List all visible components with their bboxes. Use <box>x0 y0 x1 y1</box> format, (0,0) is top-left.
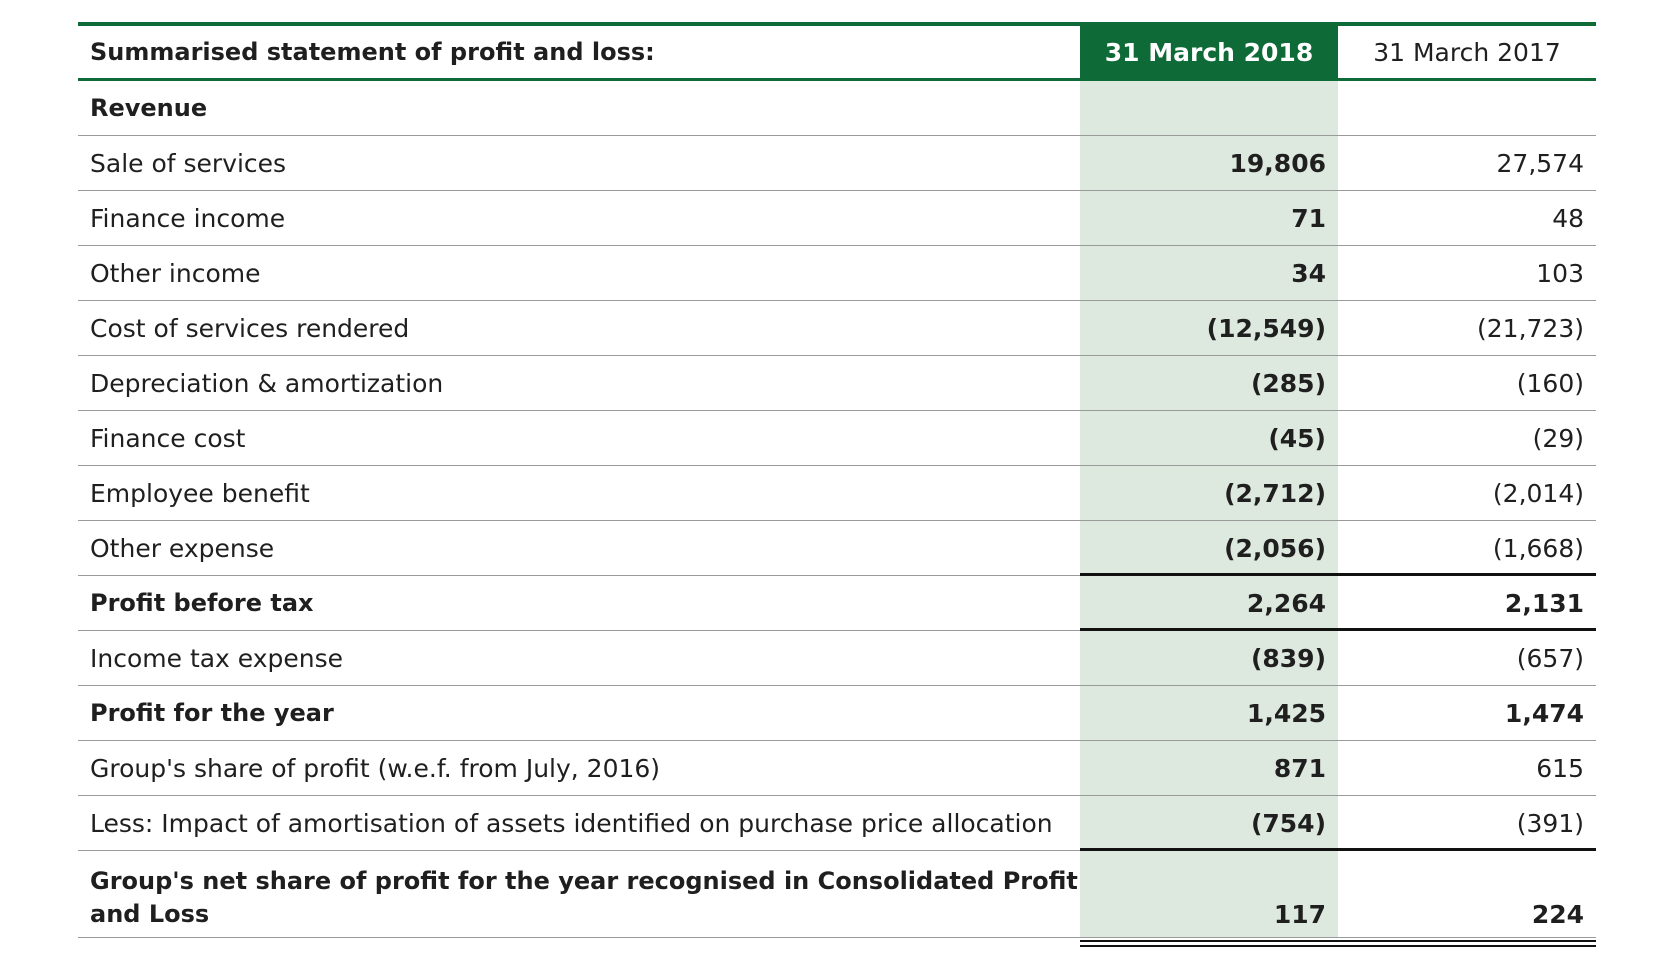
value-2018: (45) <box>1080 411 1338 465</box>
value-2018: (2,712) <box>1080 466 1338 520</box>
table-row-profit-for-year: Profit for the year 1,425 1,474 <box>78 686 1596 741</box>
section-cell-2018 <box>1080 81 1338 135</box>
table-header-row: Summarised statement of profit and loss:… <box>78 26 1596 81</box>
value-2018: 34 <box>1080 246 1338 300</box>
value-2018: 19,806 <box>1080 136 1338 190</box>
value-2018: (839) <box>1080 631 1338 685</box>
value-2018: 1,425 <box>1080 686 1338 740</box>
value-2017: 48 <box>1552 203 1584 233</box>
value-2017: 27,574 <box>1496 148 1584 178</box>
value-2017: (1,668) <box>1492 533 1584 563</box>
table-row-other-income: Other income 34 103 <box>78 246 1596 301</box>
value-2017: (391) <box>1516 808 1584 838</box>
value-2018: 71 <box>1080 191 1338 245</box>
table-row-finance-cost: Finance cost (45) (29) <box>78 411 1596 466</box>
row-label: Finance income <box>90 203 286 233</box>
value-2017: (160) <box>1516 368 1584 398</box>
table-row-employee-benefit: Employee benefit (2,712) (2,014) <box>78 466 1596 521</box>
row-label: Employee benefit <box>90 478 310 508</box>
table-row-other-expense: Other expense (2,056) (1,668) <box>78 521 1596 576</box>
value-2018: (754) <box>1080 796 1338 850</box>
row-label: Cost of services rendered <box>90 313 410 343</box>
profit-loss-table: Summarised statement of profit and loss:… <box>78 22 1596 947</box>
total-double-rule <box>1080 940 1596 947</box>
section-label: Revenue <box>90 94 208 122</box>
value-2018: (2,056) <box>1080 521 1338 575</box>
value-2017: 1,474 <box>1504 698 1584 728</box>
value-2017: (657) <box>1516 643 1584 673</box>
table-row-net-share: Group's net share of profit for the year… <box>78 848 1596 938</box>
value-2018: (12,549) <box>1080 301 1338 355</box>
row-label: Finance cost <box>90 423 246 453</box>
row-label: Income tax expense <box>90 643 344 673</box>
table-row-cost-of-services: Cost of services rendered (12,549) (21,7… <box>78 301 1596 356</box>
table-row-group-share: Group's share of profit (w.e.f. from Jul… <box>78 741 1596 796</box>
row-label: Other income <box>90 258 261 288</box>
value-2018: (285) <box>1080 356 1338 410</box>
table-title: Summarised statement of profit and loss: <box>90 38 655 66</box>
table-row-amortisation-impact: Less: Impact of amortisation of assets i… <box>78 796 1596 851</box>
row-label: Group's share of profit (w.e.f. from Jul… <box>90 753 661 783</box>
table-row-depreciation: Depreciation & amortization (285) (160) <box>78 356 1596 411</box>
value-2017: 2,131 <box>1504 588 1584 618</box>
column-header-2018: 31 March 2018 <box>1080 26 1338 78</box>
section-header-revenue: Revenue <box>78 81 1596 136</box>
value-2017: 103 <box>1536 258 1584 288</box>
value-2017: 615 <box>1536 753 1584 783</box>
table-row-profit-before-tax: Profit before tax 2,264 2,131 <box>78 573 1596 631</box>
row-label: Sale of services <box>90 148 287 178</box>
row-label: Profit for the year <box>90 699 334 727</box>
value-2018: 871 <box>1080 741 1338 795</box>
value-2017: (21,723) <box>1477 313 1584 343</box>
column-header-2017: 31 March 2017 <box>1373 37 1561 67</box>
value-2017: 224 <box>1531 900 1584 929</box>
table-row-sale-of-services: Sale of services 19,806 27,574 <box>78 136 1596 191</box>
row-label: Other expense <box>90 533 275 563</box>
row-label: Group's net share of profit for the year… <box>90 867 1078 928</box>
table-row-finance-income: Finance income 71 48 <box>78 191 1596 246</box>
table-row-income-tax: Income tax expense (839) (657) <box>78 628 1596 686</box>
row-label: Depreciation & amortization <box>90 368 444 398</box>
row-label: Profit before tax <box>90 589 314 617</box>
row-label: Less: Impact of amortisation of assets i… <box>90 808 1053 838</box>
value-2018: 2,264 <box>1080 576 1338 630</box>
value-2017: (29) <box>1532 423 1584 453</box>
section-cell-2017 <box>1338 81 1596 135</box>
top-rule <box>78 22 1596 26</box>
value-2017: (2,014) <box>1492 478 1584 508</box>
value-2018: 117 <box>1080 851 1338 937</box>
